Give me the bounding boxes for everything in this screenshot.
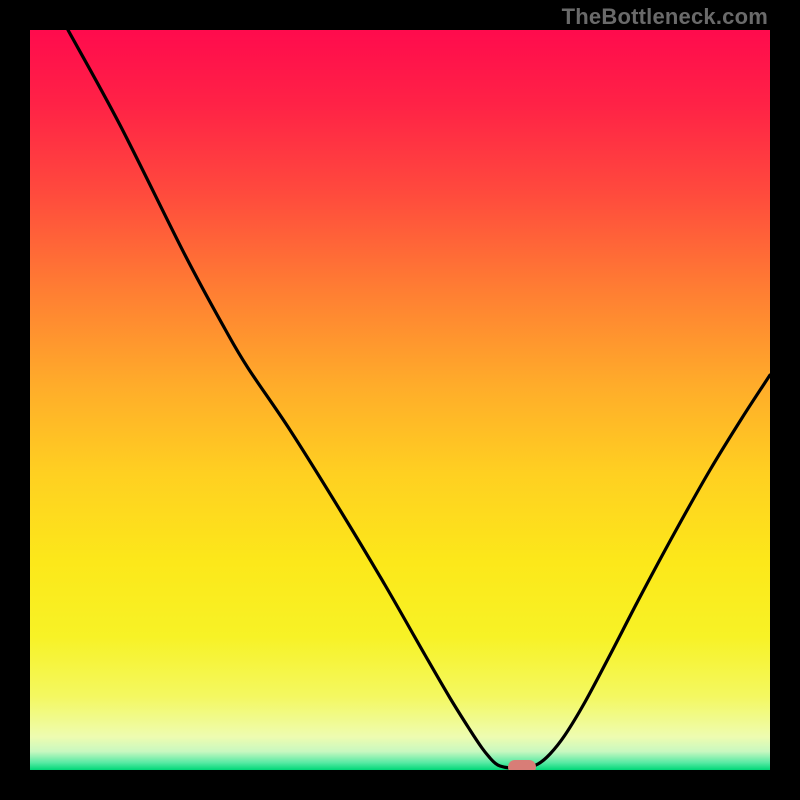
chart-frame: TheBottleneck.com <box>0 0 800 800</box>
optimal-marker <box>508 760 536 770</box>
bottleneck-curve <box>30 30 770 770</box>
plot-area <box>30 30 770 770</box>
watermark-text: TheBottleneck.com <box>562 4 768 30</box>
